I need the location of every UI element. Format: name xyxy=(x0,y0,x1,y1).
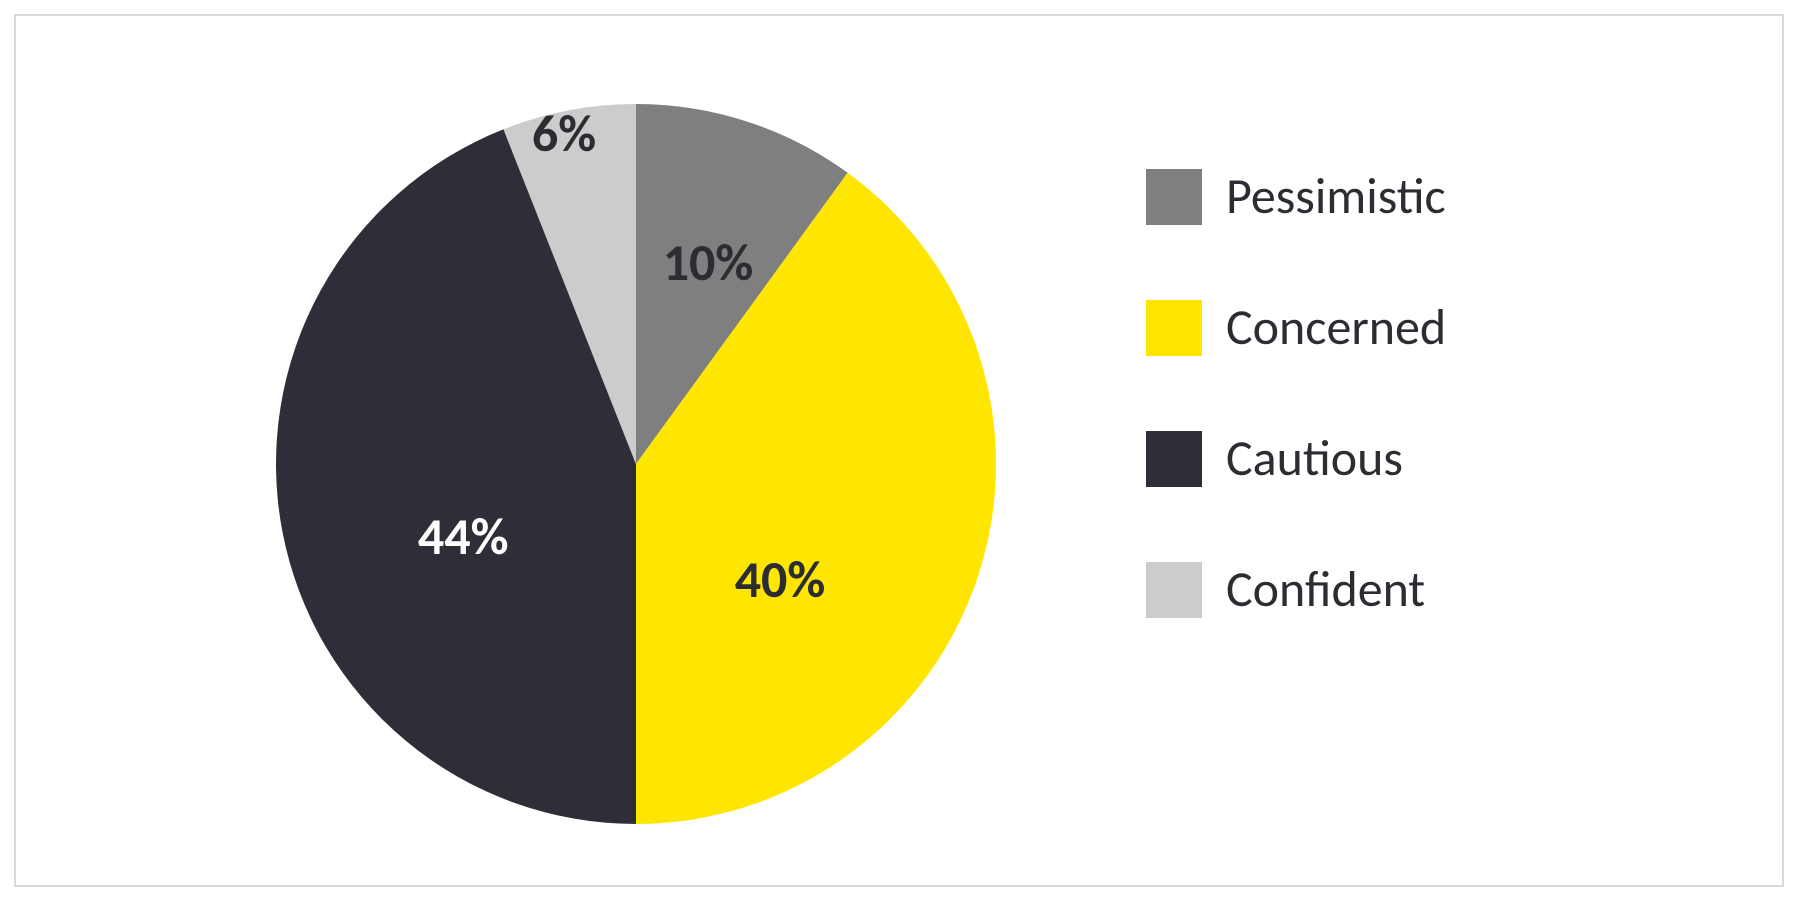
legend-label-cautious: Cautious xyxy=(1226,428,1403,489)
slice-label-confident: 6% xyxy=(532,101,596,165)
legend-swatch-concerned xyxy=(1146,300,1202,356)
legend-swatch-cautious xyxy=(1146,431,1202,487)
legend: Pessimistic Concerned Cautious Confident xyxy=(1146,166,1446,620)
slice-label-concerned: 40% xyxy=(735,547,826,611)
legend-label-pessimistic: Pessimistic xyxy=(1226,166,1446,227)
legend-swatch-pessimistic xyxy=(1146,169,1202,225)
legend-item-confident: Confident xyxy=(1146,559,1446,620)
slice-label-cautious: 44% xyxy=(418,504,509,568)
legend-item-cautious: Cautious xyxy=(1146,428,1446,489)
legend-label-confident: Confident xyxy=(1226,559,1425,620)
legend-item-pessimistic: Pessimistic xyxy=(1146,166,1446,227)
legend-swatch-confident xyxy=(1146,562,1202,618)
pie-chart: 10% 40% 44% 6% xyxy=(276,104,996,824)
slice-label-pessimistic: 10% xyxy=(663,230,754,294)
chart-frame: 10% 40% 44% 6% Pessimistic Concerned Cautious… xyxy=(14,14,1784,887)
legend-item-concerned: Concerned xyxy=(1146,297,1446,358)
chart-area: 10% 40% 44% 6% Pessimistic Concerned Cautious… xyxy=(16,16,1782,885)
legend-label-concerned: Concerned xyxy=(1226,297,1446,358)
pie-svg xyxy=(276,104,996,824)
